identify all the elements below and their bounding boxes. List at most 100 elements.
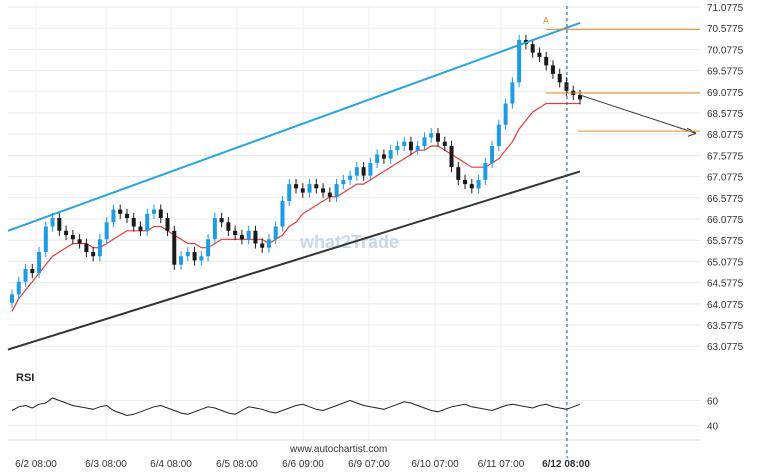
price-tick-label: 69.0775: [707, 88, 744, 99]
candle-body: [158, 209, 163, 219]
price-tick-label: 70.5775: [707, 24, 744, 35]
time-tick-label: 6/9 07:00: [348, 459, 390, 470]
candle-body: [449, 145, 454, 168]
candle-body: [233, 230, 238, 236]
candle-body: [375, 154, 380, 163]
candle-body: [111, 209, 116, 223]
candle-body: [300, 188, 305, 193]
candle-body: [226, 222, 231, 231]
horizontal-levels: A: [543, 15, 700, 132]
candle-body: [463, 179, 468, 185]
candle-body: [327, 192, 332, 197]
candle-body: [206, 239, 211, 257]
candle-body: [530, 44, 535, 53]
time-tick-label: 6/4 08:00: [150, 459, 192, 470]
watermark-logo: what2Trade: [299, 232, 399, 252]
candle-body: [280, 201, 285, 227]
candle-body: [165, 218, 170, 231]
candle-body: [70, 235, 75, 240]
candle-body: [321, 188, 326, 193]
time-tick-label: 6/5 08:00: [216, 459, 258, 470]
candle-body: [84, 243, 89, 252]
candle-body: [334, 184, 339, 197]
candle-body: [64, 230, 69, 236]
candle-body: [246, 230, 251, 240]
candle-body: [456, 167, 461, 180]
candle-body: [37, 251, 42, 274]
candle-body: [408, 141, 413, 151]
price-tick-label: 64.5775: [707, 279, 744, 290]
trendline-projection: [579, 94, 697, 134]
candle-body: [436, 133, 440, 142]
rsi-panel: RSI 60 40: [8, 372, 719, 433]
candle-body: [381, 154, 386, 159]
price-tick-label: 70.0775: [707, 45, 744, 56]
candle-body: [192, 251, 197, 261]
candle-body: [578, 95, 582, 100]
candle-body: [118, 209, 123, 214]
candle-body: [490, 145, 495, 163]
candle-body: [273, 226, 278, 240]
candle-body: [138, 226, 143, 231]
candle-body: [388, 150, 393, 159]
candle-body: [185, 251, 190, 257]
candle-body: [239, 235, 244, 240]
candle-body: [544, 56, 549, 66]
candle-body: [341, 179, 346, 185]
price-tick-label: 69.5775: [707, 67, 744, 78]
time-tick-label: 6/2 08:00: [15, 459, 57, 470]
candle-body: [476, 179, 481, 189]
candle-body: [145, 213, 150, 231]
candle-body: [564, 82, 569, 91]
price-tick-label: 63.0775: [707, 342, 744, 353]
trendline-lower-channel: [7, 170, 581, 351]
candle-body: [104, 222, 109, 240]
candle-body: [16, 281, 21, 295]
rsi-title: RSI: [16, 372, 34, 384]
chart-grid: [8, 6, 700, 441]
candle-body: [172, 230, 177, 265]
candle-body: [557, 73, 562, 83]
pattern-point-label: A: [543, 15, 549, 25]
candle-body: [57, 218, 62, 231]
candle-body: [97, 239, 102, 257]
rsi-tick-label: 60: [707, 397, 719, 408]
price-tick-label: 65.0775: [707, 257, 744, 268]
candle-body: [212, 218, 217, 240]
candle-body: [91, 251, 96, 257]
price-tick-label: 67.0775: [707, 173, 744, 184]
candle-body: [415, 145, 420, 151]
candle-body: [43, 226, 48, 252]
price-tick-label: 65.5775: [707, 236, 744, 247]
candle-body: [368, 162, 373, 176]
candle-body: [402, 141, 407, 146]
candle-body: [30, 268, 35, 274]
price-tick-label: 68.5775: [707, 109, 744, 120]
time-tick-label: 6/12 08:00: [542, 459, 590, 470]
time-tick-label: 6/11 07:00: [478, 459, 525, 470]
candle-body: [199, 256, 204, 261]
time-tick-label: 6/10 07:00: [411, 459, 459, 470]
candle-body: [442, 141, 447, 146]
candle-body: [361, 167, 366, 176]
candle-body: [77, 239, 82, 244]
price-axis: 71.0775 70.5775 70.0775 69.5775 69.0775 68.57…: [707, 3, 744, 353]
candle-body: [294, 184, 298, 189]
candle-body: [10, 294, 14, 303]
candle-body: [219, 218, 224, 223]
candle-body: [429, 133, 434, 138]
price-tick-label: 64.0775: [707, 300, 744, 311]
candle-body: [354, 167, 359, 176]
candlestick-series: [10, 34, 582, 308]
rsi-line: [11, 397, 581, 417]
candle-body: [469, 184, 474, 189]
candle-body: [422, 137, 427, 146]
price-tick-label: 66.0775: [707, 215, 744, 226]
price-tick-label: 71.0775: [707, 3, 744, 14]
price-tick-label: 67.5775: [707, 151, 744, 162]
candle-body: [131, 218, 136, 227]
price-tick-label: 66.5775: [707, 194, 744, 205]
trendline-upper-channel: [7, 22, 581, 232]
